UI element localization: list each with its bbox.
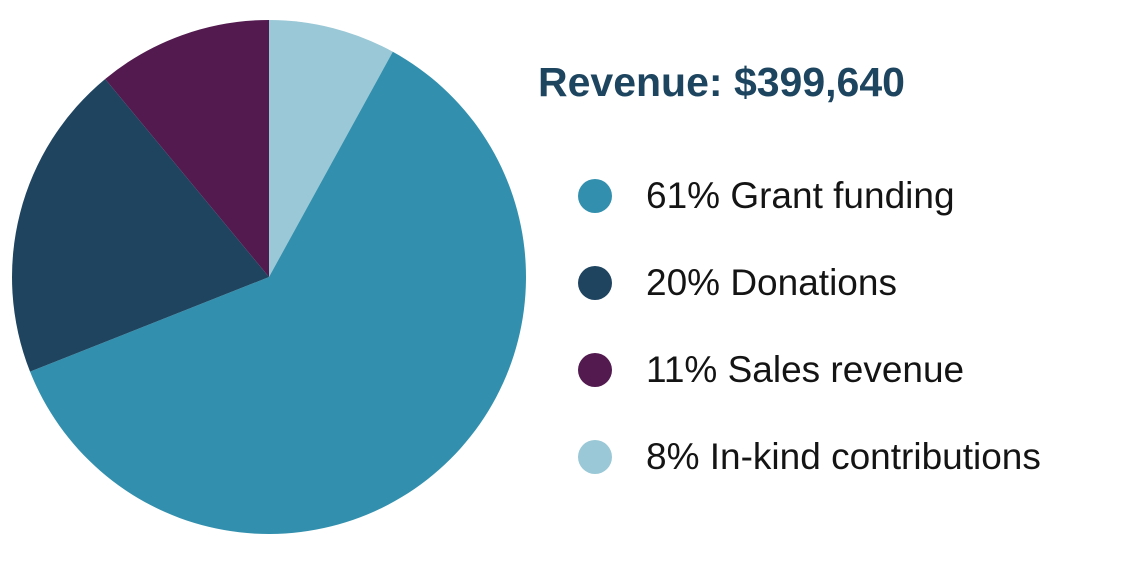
legend-item-grant-funding: 61% Grant funding	[578, 152, 1041, 239]
pie-slice-donations	[12, 78, 269, 372]
pie-slice-sales-revenue	[105, 19, 270, 277]
legend-label-in-kind-contributions: 8% In-kind contributions	[646, 435, 1041, 477]
legend-item-in-kind-contributions: 8% In-kind contributions	[578, 413, 1041, 500]
pie-slice-in-kind-contributions	[269, 20, 393, 277]
legend-label-sales-revenue: 11% Sales revenue	[646, 348, 965, 390]
legend-swatch-donations	[578, 265, 612, 300]
pie-chart	[12, 19, 527, 535]
legend-label-grant-funding: 61% Grant funding	[646, 174, 955, 216]
legend: 61% Grant funding 20% Donations 11% Sale…	[578, 152, 1041, 500]
pie-slices	[12, 19, 527, 535]
legend-swatch-grant-funding	[578, 178, 612, 213]
chart-title: Revenue: $399,640	[538, 59, 905, 105]
legend-label-donations: 20% Donations	[646, 261, 897, 303]
legend-item-donations: 20% Donations	[578, 239, 1041, 326]
legend-swatch-in-kind-contributions	[578, 439, 612, 474]
legend-item-sales-revenue: 11% Sales revenue	[578, 326, 1041, 413]
legend-swatch-sales-revenue	[578, 352, 612, 387]
pie-slice-grant-funding	[30, 51, 527, 535]
